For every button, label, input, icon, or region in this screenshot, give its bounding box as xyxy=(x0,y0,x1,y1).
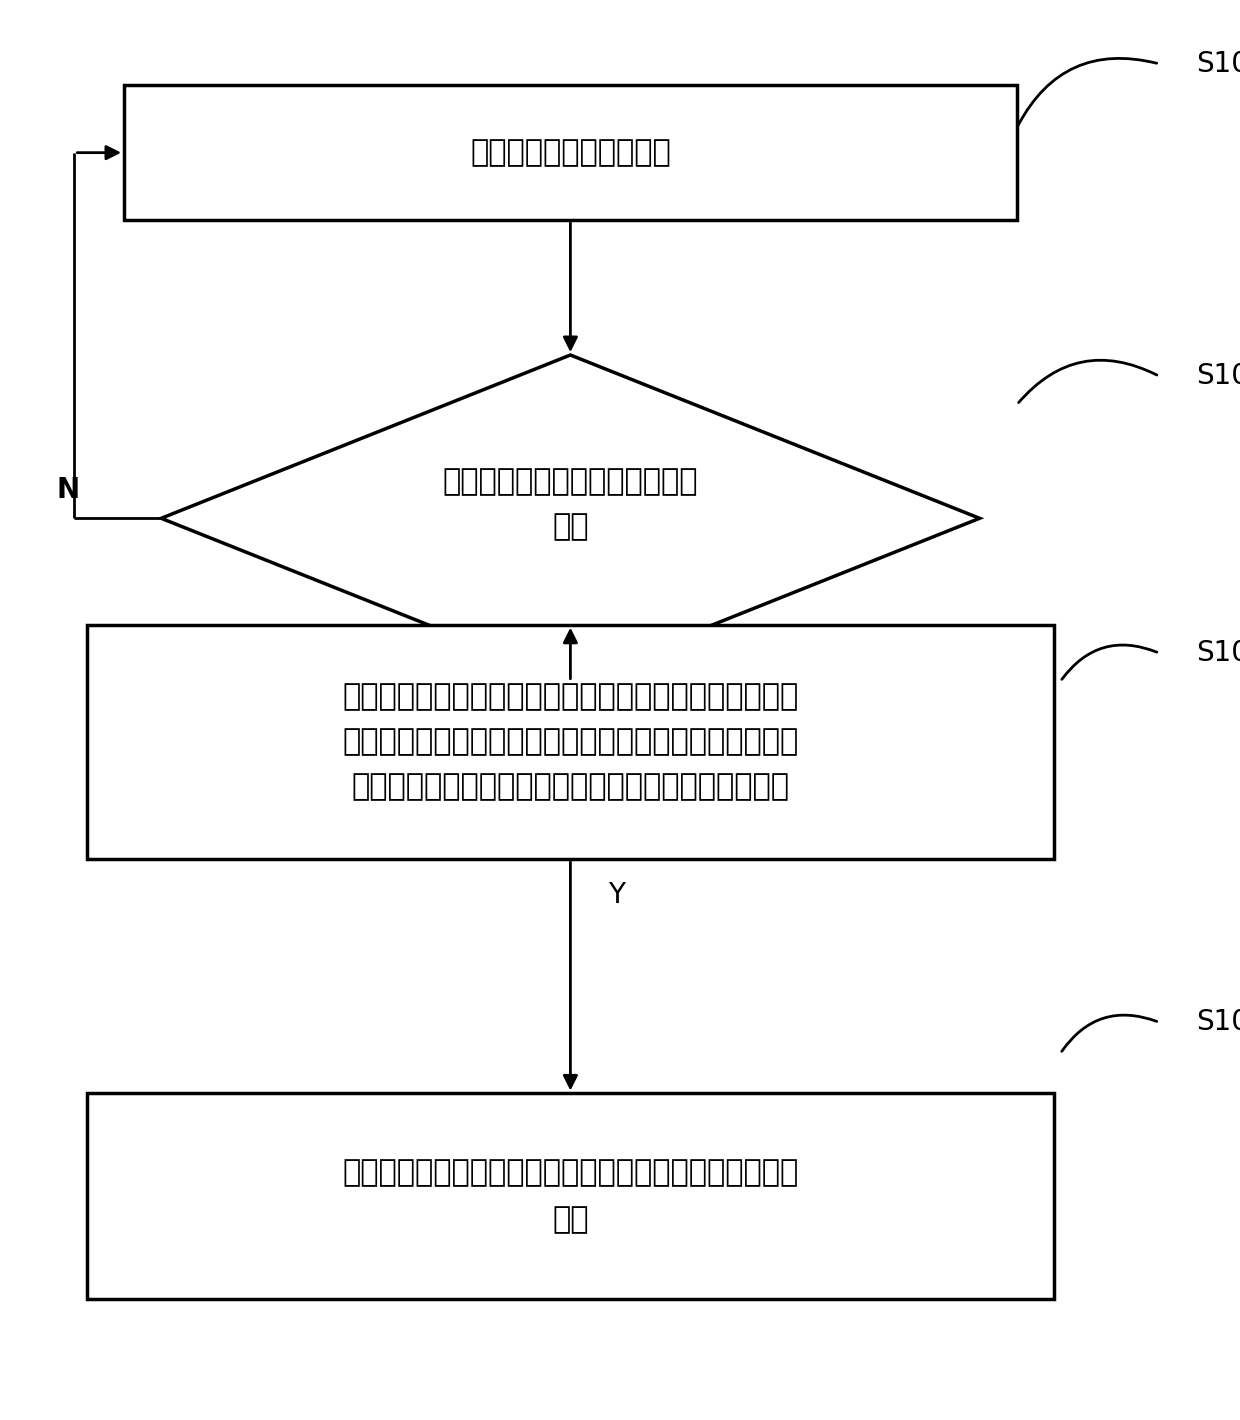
Polygon shape xyxy=(161,355,980,682)
Text: S103: S103 xyxy=(1197,639,1240,667)
FancyArrowPatch shape xyxy=(1018,361,1157,403)
Text: S101: S101 xyxy=(1197,50,1240,78)
Text: 当前时间到达时序生产模拟时间
阈值: 当前时间到达时序生产模拟时间 阈值 xyxy=(443,467,698,541)
FancyArrowPatch shape xyxy=(1061,1015,1157,1051)
Text: 对当前时间节点进行监控: 对当前时间节点进行监控 xyxy=(470,138,671,168)
Text: 当当前时间到达预先设置的时序生产模拟时间阈值时，分
配基于能源互联的复杂电网的能源负荷，并模拟各个发电
机组的运行状态，形成所对应时间区间的持续负荷曲线: 当当前时间到达预先设置的时序生产模拟时间阈值时，分 配基于能源互联的复杂电网的能… xyxy=(342,683,799,801)
Text: N: N xyxy=(57,476,79,504)
Bar xyxy=(124,85,1017,220)
FancyArrowPatch shape xyxy=(1018,58,1157,125)
Text: Y: Y xyxy=(608,880,625,909)
Text: S102: S102 xyxy=(1197,362,1240,391)
Text: S104: S104 xyxy=(1197,1008,1240,1037)
Text: 依据形成的所述持续负荷曲线，计算发电系统产生的费用
信息: 依据形成的所述持续负荷曲线，计算发电系统产生的费用 信息 xyxy=(342,1159,799,1234)
FancyArrowPatch shape xyxy=(1061,645,1157,679)
Bar xyxy=(87,1093,1054,1299)
Bar xyxy=(87,625,1054,859)
